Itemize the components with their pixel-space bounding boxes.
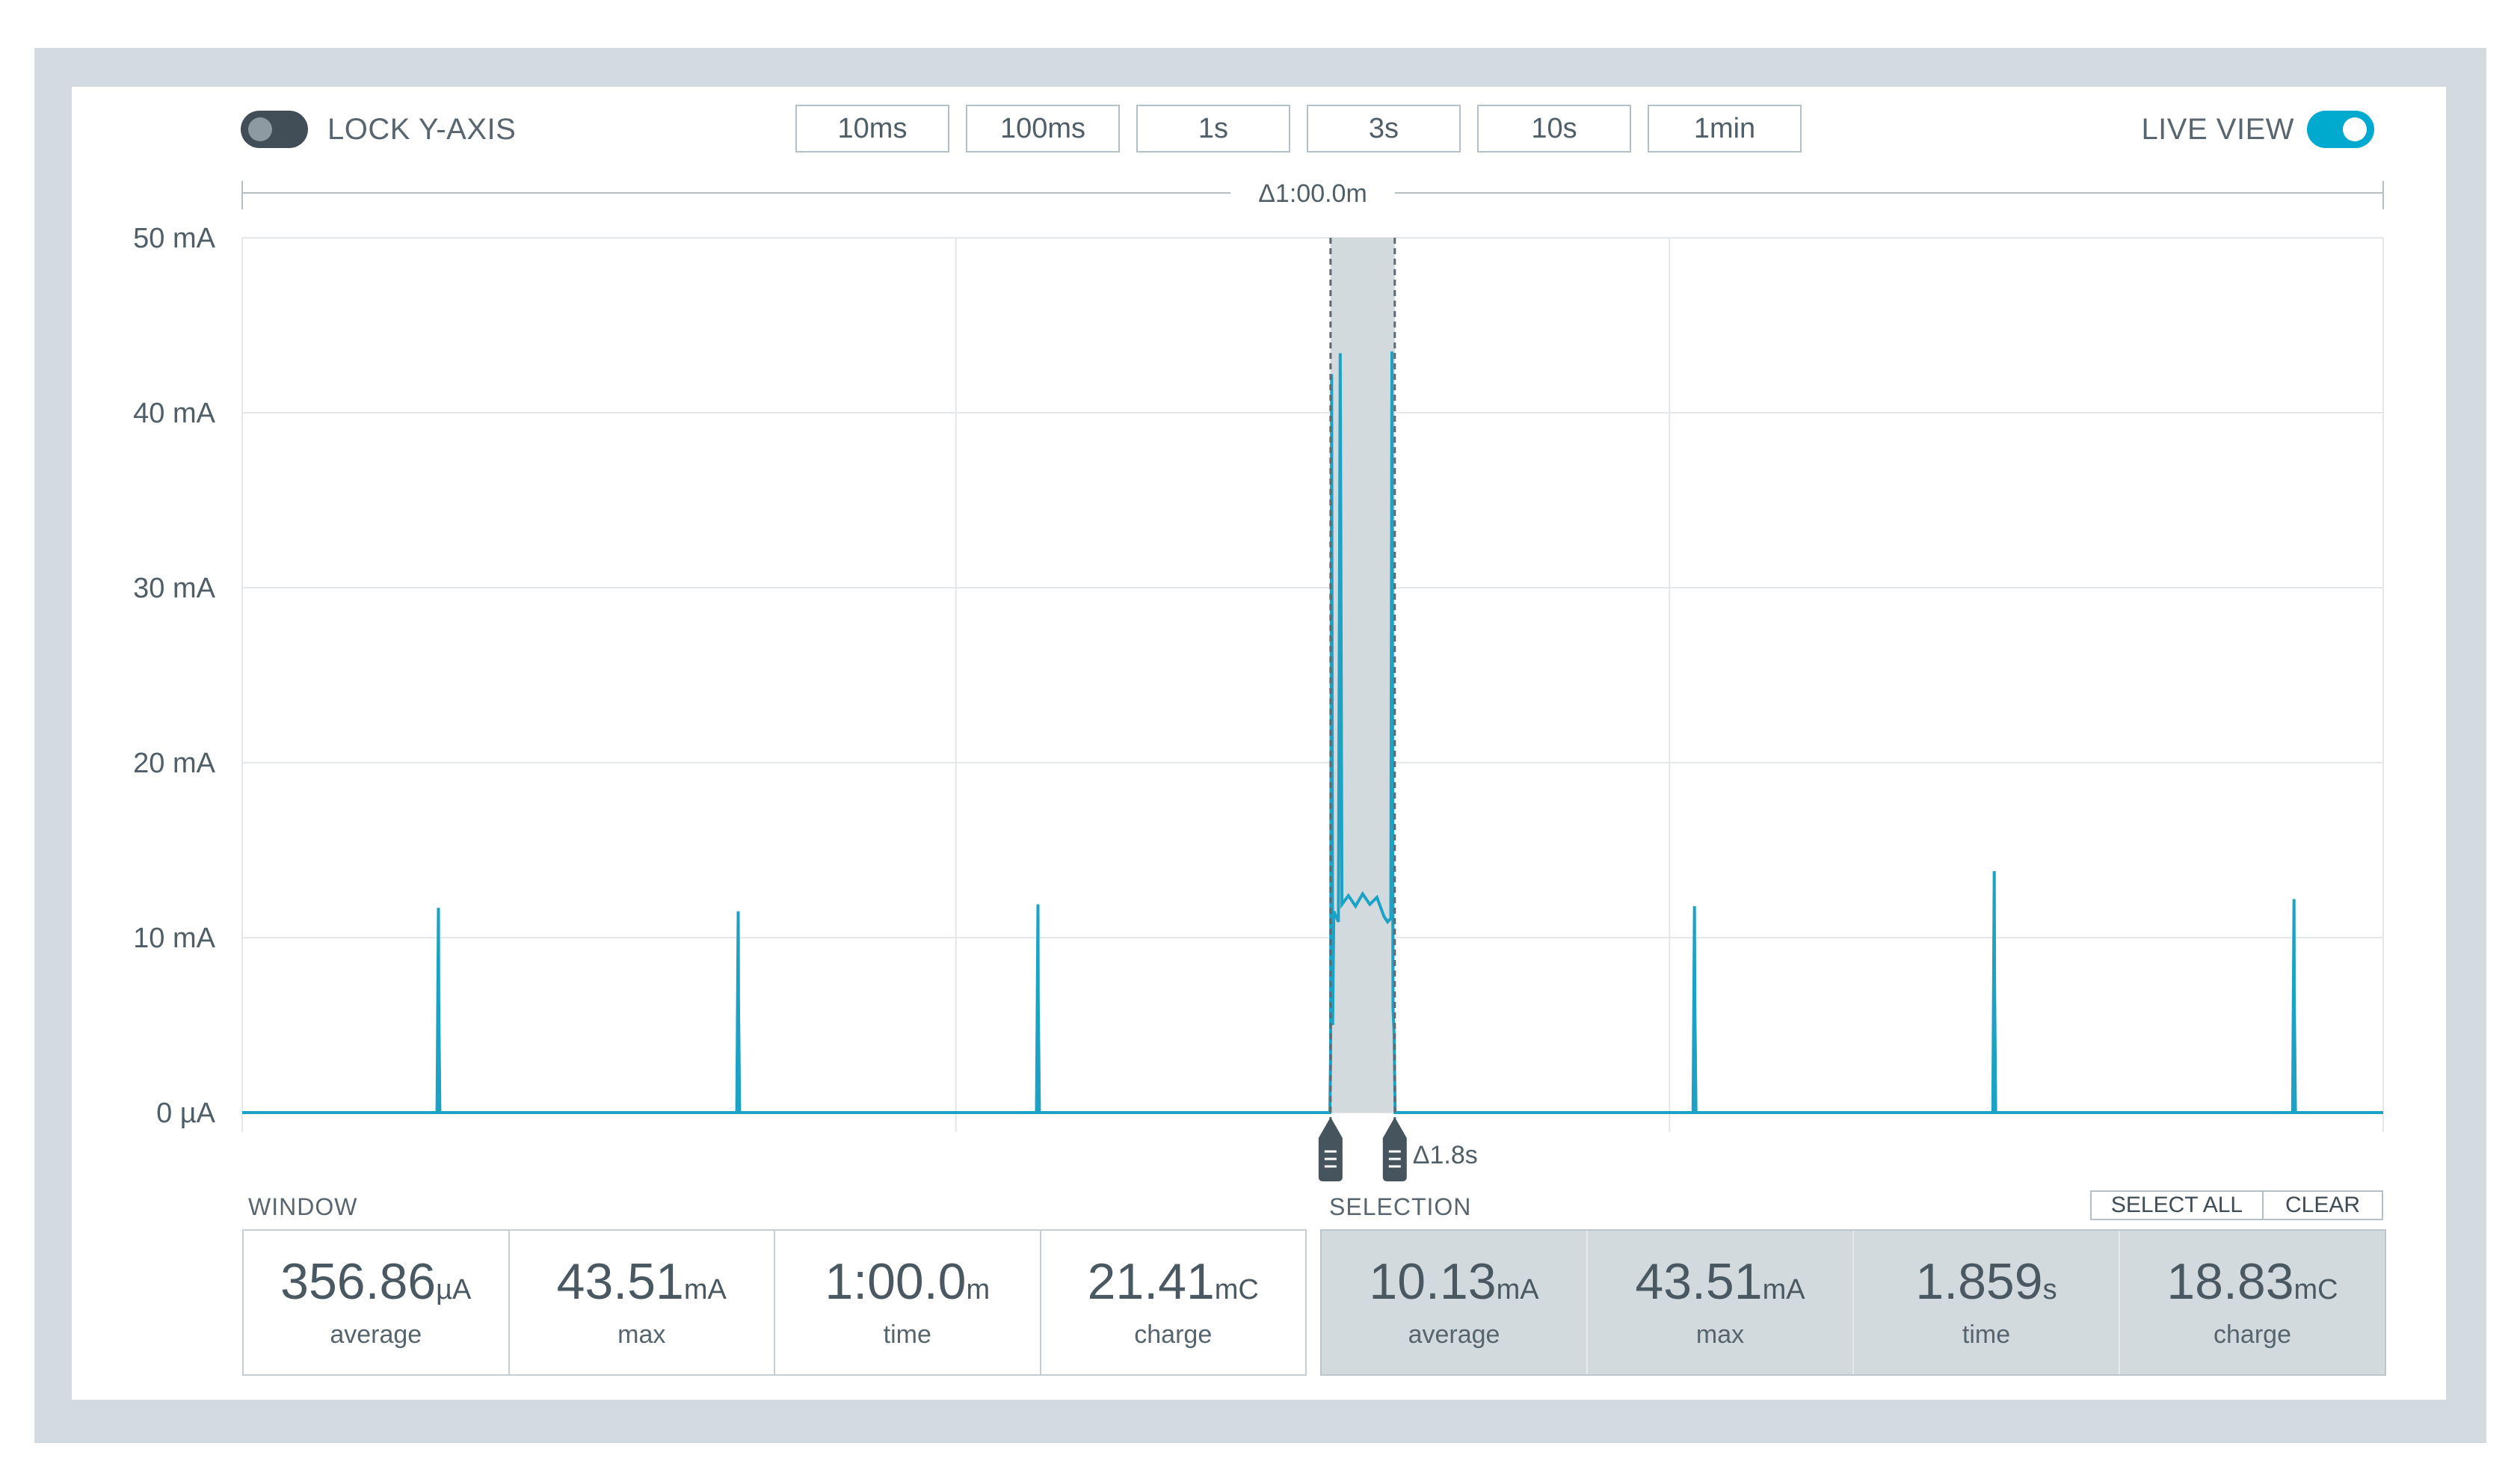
stat-value: 43.51 (556, 1252, 684, 1310)
select-all-button[interactable]: SELECT ALL (2090, 1190, 2264, 1220)
window-stats-panel: 356.86µA average 43.51mA max 1:00.0m tim… (242, 1229, 1307, 1376)
stat-unit: mA (1762, 1273, 1805, 1305)
window-1s-button[interactable]: 1s (1136, 105, 1290, 153)
stat-unit: mC (2293, 1273, 2338, 1305)
selection-charge-stat: 18.83mC charge (2119, 1231, 2385, 1374)
stat-value: 1.859 (1915, 1252, 2043, 1310)
stat-value: 1:00.0 (825, 1252, 967, 1310)
stat-label: charge (2214, 1320, 2291, 1349)
window-charge-stat: 21.41mC charge (1039, 1231, 1306, 1374)
selection-max-stat: 43.51mA max (1586, 1231, 1852, 1374)
window-1min-button[interactable]: 1min (1648, 105, 1802, 153)
y-tick-label: 50 mA (133, 223, 215, 254)
stat-label: average (330, 1320, 422, 1349)
window-section-title: WINDOW (248, 1193, 358, 1220)
window-time-stat: 1:00.0m time (774, 1231, 1040, 1374)
selection-handles (1318, 1117, 1407, 1181)
y-tick-label: 0 µA (156, 1098, 216, 1129)
stat-unit: mC (1214, 1273, 1259, 1305)
window-10ms-button[interactable]: 10ms (795, 105, 949, 153)
window-average-stat: 356.86µA average (244, 1231, 508, 1374)
stat-unit: mA (683, 1273, 727, 1305)
stat-label: average (1408, 1320, 1500, 1349)
lock-y-axis-label: LOCK Y-AXIS (327, 113, 517, 146)
window-3s-button[interactable]: 3s (1307, 105, 1461, 153)
toggle-knob (248, 117, 272, 141)
selection-handle-right (1382, 1117, 1407, 1181)
stat-label: max (617, 1320, 666, 1349)
window-10s-button[interactable]: 10s (1477, 105, 1631, 153)
window-delta-label: Δ1:00.0m (1258, 179, 1367, 208)
live-view-toggle[interactable] (2307, 111, 2374, 148)
stat-unit: s (2042, 1273, 2057, 1305)
stat-label: time (1962, 1320, 2011, 1349)
toggle-knob (2343, 117, 2367, 141)
y-tick-label: 30 mA (133, 573, 215, 604)
selection-average-stat: 10.13mA average (1322, 1231, 1586, 1374)
stat-value: 356.86 (280, 1252, 437, 1310)
stat-value: 43.51 (1635, 1252, 1763, 1310)
window-100ms-button[interactable]: 100ms (966, 105, 1120, 153)
stat-unit: mA (1496, 1273, 1539, 1305)
stat-label: time (883, 1320, 931, 1349)
selection-time-stat: 1.859s time (1852, 1231, 2119, 1374)
stat-value: 21.41 (1087, 1252, 1215, 1310)
selection-handle-left (1318, 1117, 1343, 1181)
current-trace (242, 351, 2383, 1114)
stat-unit: m (966, 1273, 991, 1305)
live-view-label: LIVE VIEW (2141, 113, 2294, 146)
window-max-stat: 43.51mA max (508, 1231, 774, 1374)
stat-label: charge (1134, 1320, 1213, 1349)
y-tick-label: 40 mA (133, 398, 215, 429)
selection-delta-label: Δ1.8s (1413, 1141, 1478, 1169)
chart-grid (241, 237, 2384, 1132)
stat-value: 10.13 (1369, 1252, 1497, 1310)
stat-label: max (1695, 1320, 1745, 1349)
stat-unit: µA (436, 1273, 472, 1305)
selection-section-title: SELECTION (1329, 1193, 1472, 1220)
y-tick-label: 10 mA (133, 923, 215, 954)
stat-value: 18.83 (2166, 1252, 2294, 1310)
lock-y-axis-toggle[interactable] (241, 111, 308, 148)
y-axis-ticks: 50 mA 40 mA 30 mA 20 mA 10 mA 0 µA (133, 223, 215, 1129)
app-panel (72, 87, 2446, 1400)
window-range-indicator: Δ1:00.0m (241, 179, 2384, 209)
y-tick-label: 20 mA (133, 748, 215, 779)
clear-button[interactable]: CLEAR (2262, 1190, 2383, 1220)
selection-stats-panel: 10.13mA average 43.51mA max 1.859s time … (1320, 1229, 2386, 1376)
